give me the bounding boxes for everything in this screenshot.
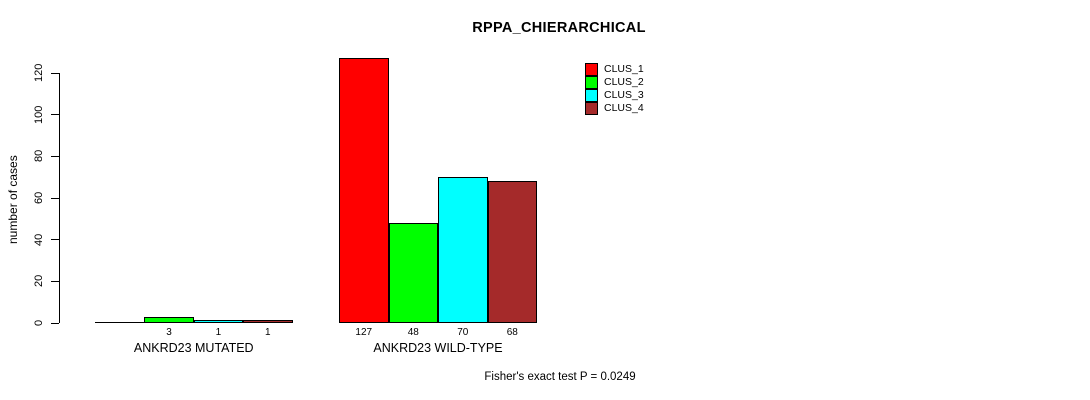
legend-series-label: CLUS_4: [604, 102, 644, 114]
bar-value-label: 127: [355, 327, 373, 338]
y-tick-label: 40: [33, 233, 45, 246]
y-tick-label: 60: [33, 191, 45, 205]
y-tick-mark: [51, 239, 59, 241]
legend-item: CLUS_4: [585, 102, 644, 115]
stats-annotation: Fisher's exact test P = 0.0249: [484, 371, 636, 383]
legend-swatch: [585, 76, 598, 89]
y-tick-label: 20: [33, 275, 45, 288]
bar-clus_3: [193, 320, 244, 323]
y-axis-label: number of cases: [6, 155, 20, 245]
y-tick-mark: [51, 322, 59, 324]
y-tick-mark: [51, 197, 59, 199]
legend-swatch: [585, 102, 598, 115]
legend-series-label: CLUS_2: [604, 76, 644, 88]
y-tick-label: 80: [33, 150, 45, 163]
y-axis-line: [59, 73, 60, 323]
y-tick-mark: [51, 280, 59, 282]
group-label: ANKRD23 WILD-TYPE: [373, 341, 503, 355]
y-tick-label: 0: [33, 319, 45, 327]
bar-clus_2: [388, 223, 438, 323]
legend-item: CLUS_1: [585, 63, 644, 76]
bar-value-label: 1: [265, 327, 271, 338]
legend-series-label: CLUS_3: [604, 89, 644, 101]
bar-clus_1: [339, 58, 389, 323]
bar-clus_4: [243, 320, 293, 323]
bar-clus_3: [438, 177, 488, 323]
legend-swatch: [585, 63, 598, 76]
legend-swatch: [585, 89, 598, 102]
y-tick-mark: [51, 155, 59, 157]
bar-value-label: 68: [506, 327, 518, 338]
bar-clus_2: [144, 316, 194, 323]
bar-value-label: 1: [215, 327, 222, 338]
legend-item: CLUS_3: [585, 89, 644, 102]
y-tick-mark: [51, 72, 59, 74]
bar-value-label: 70: [457, 327, 469, 338]
legend-series-label: CLUS_1: [604, 63, 644, 75]
group-label: ANKRD23 MUTATED: [133, 341, 254, 355]
y-tick-label: 120: [33, 63, 45, 83]
y-tick-mark: [51, 114, 59, 116]
bar-value-label: 48: [407, 327, 419, 338]
legend: CLUS_1 CLUS_2 CLUS_3 CLUS_4: [585, 63, 644, 115]
chart-title: RPPA_CHIERARCHICAL: [472, 20, 646, 36]
bar-clus_4: [487, 181, 537, 323]
legend-item: CLUS_2: [585, 76, 644, 89]
y-tick-label: 100: [33, 105, 45, 124]
bar-value-label: 3: [166, 327, 172, 338]
